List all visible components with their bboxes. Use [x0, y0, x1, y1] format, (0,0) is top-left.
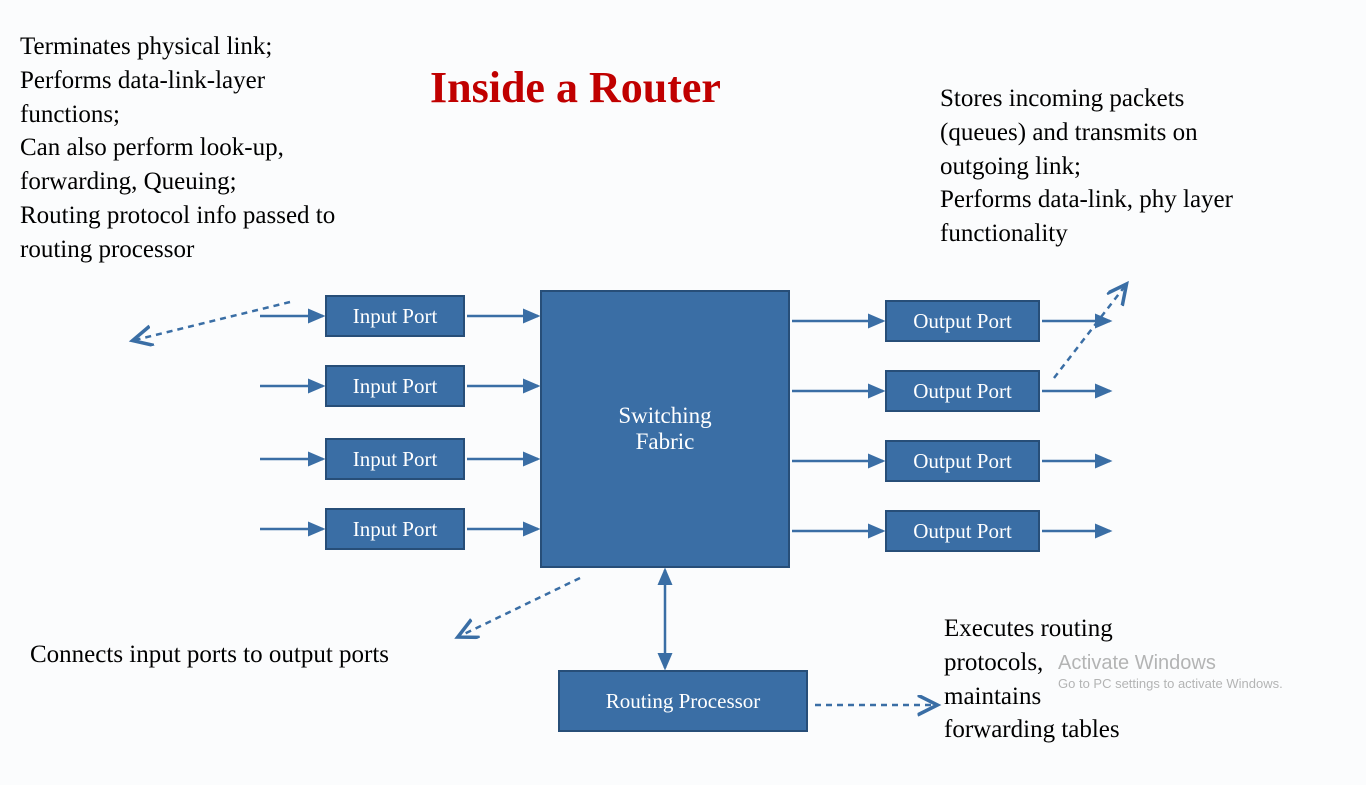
windows-watermark-line1: Activate Windows — [1058, 652, 1216, 675]
output-port-box-4: Output Port — [885, 510, 1040, 552]
output-port-box-1: Output Port — [885, 300, 1040, 342]
input-port-box-2: Input Port — [325, 365, 465, 407]
output-port-box-3: Output Port — [885, 440, 1040, 482]
annotation-output-port: Stores incoming packets(queues) and tran… — [940, 82, 1233, 251]
routing-processor-box: Routing Processor — [558, 670, 808, 732]
annotation-input-port: Terminates physical link;Performs data-l… — [20, 30, 335, 266]
diagram-canvas: Inside a Router Terminates physical link… — [0, 0, 1366, 785]
windows-watermark-line2: Go to PC settings to activate Windows. — [1058, 676, 1283, 691]
input-port-box-4: Input Port — [325, 508, 465, 550]
diagram-title: Inside a Router — [430, 62, 721, 113]
input-port-box-3: Input Port — [325, 438, 465, 480]
switching-fabric-box: SwitchingFabric — [540, 290, 790, 568]
output-port-box-2: Output Port — [885, 370, 1040, 412]
annotation-switching-fabric: Connects input ports to output ports — [30, 638, 389, 672]
input-port-box-1: Input Port — [325, 295, 465, 337]
